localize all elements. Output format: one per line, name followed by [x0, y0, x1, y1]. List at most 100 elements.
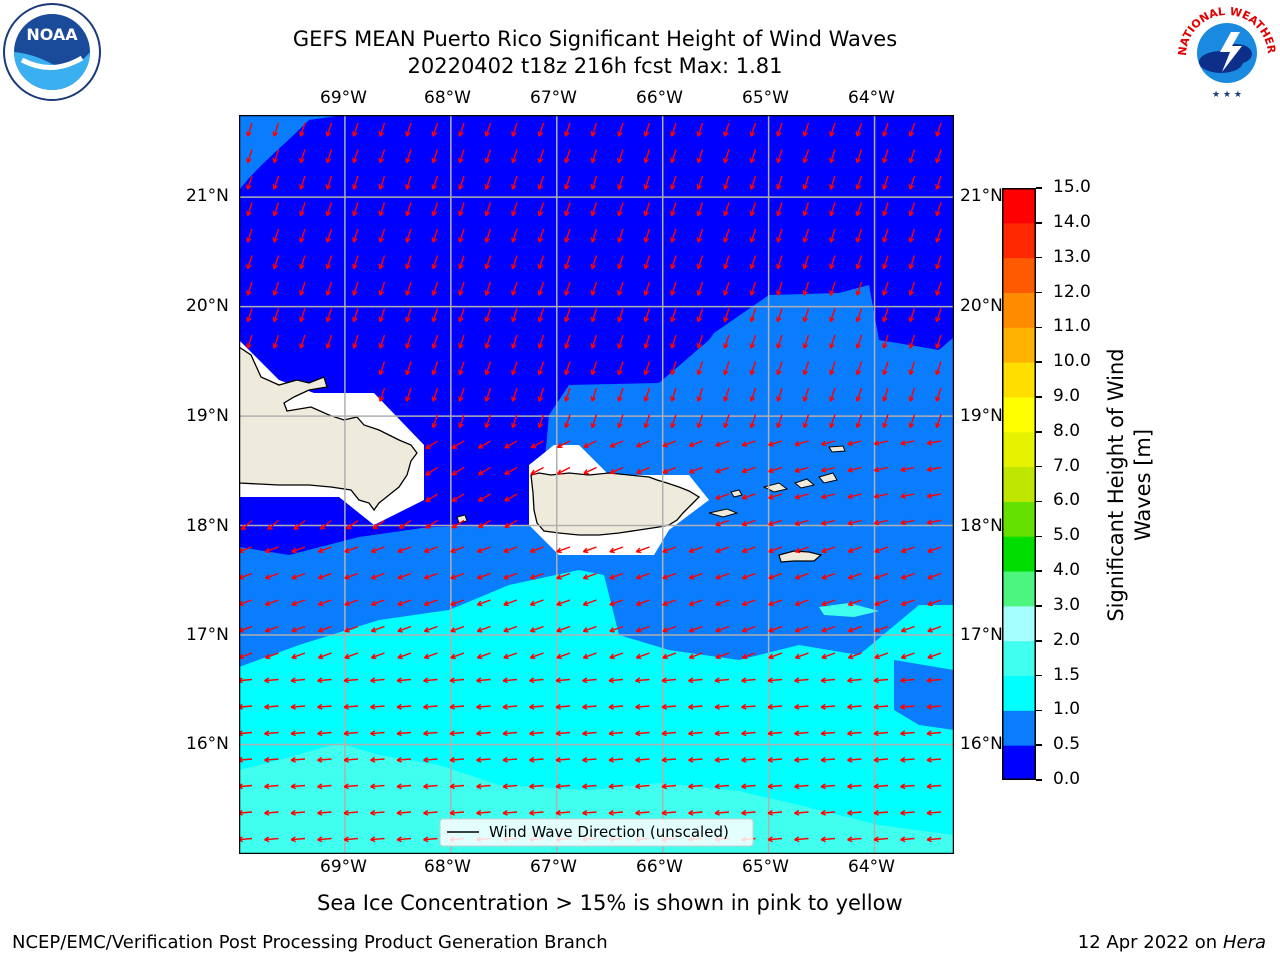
- wind-wave-arrow: [246, 202, 253, 217]
- wind-wave-arrow: [397, 599, 412, 607]
- wind-wave-arrow: [608, 783, 624, 790]
- wind-wave-arrow: [423, 677, 438, 684]
- wind-wave-arrow: [405, 202, 412, 217]
- colorbar-tick-label: 4.0: [1053, 560, 1081, 581]
- wind-wave-arrow: [458, 122, 465, 137]
- wind-wave-arrow: [776, 281, 783, 296]
- wind-wave-arrow: [847, 440, 862, 447]
- wind-wave-arrow: [511, 387, 518, 402]
- wind-wave-arrow: [529, 652, 544, 660]
- lat-label-right-16: 16°N: [960, 734, 1003, 754]
- wind-wave-arrow: [900, 466, 915, 473]
- wind-wave-arrow: [378, 255, 386, 270]
- wind-wave-arrow: [476, 809, 491, 816]
- lat-label-right-20: 20°N: [960, 296, 1003, 316]
- wind-wave-arrow: [511, 334, 518, 349]
- wind-wave-arrow: [908, 334, 916, 349]
- wind-wave-arrow: [344, 625, 359, 633]
- colorbar-band-7: [1002, 501, 1036, 537]
- wind-wave-arrow: [405, 122, 412, 137]
- wind-wave-arrow: [696, 387, 704, 402]
- wind-wave-arrow: [715, 572, 730, 580]
- wind-wave-arrow: [511, 122, 518, 137]
- wind-wave-arrow: [291, 599, 306, 607]
- wind-wave-arrow: [317, 599, 332, 607]
- wind-wave-arrow: [503, 546, 518, 554]
- wind-wave-arrow: [556, 572, 571, 580]
- wind-wave-arrow: [449, 730, 465, 737]
- wind-wave-arrow: [272, 149, 280, 164]
- wind-wave-arrow: [926, 703, 942, 710]
- wind-wave-arrow: [829, 255, 836, 270]
- wind-wave-arrow: [908, 255, 916, 270]
- colorbar-band-10: [1002, 396, 1036, 433]
- wind-wave-vectors: [239, 122, 942, 843]
- colorbar-band-12: [1002, 327, 1036, 363]
- colorbar-label-line-2: Waves [m]: [1131, 428, 1155, 542]
- wind-wave-arrow: [696, 414, 704, 429]
- wind-wave-arrow: [794, 677, 809, 684]
- wind-wave-arrow: [317, 730, 332, 737]
- wind-wave-arrow: [502, 756, 518, 763]
- lat-label-left-19: 19°N: [186, 406, 229, 426]
- wind-wave-arrow: [537, 122, 545, 137]
- wind-wave-arrow: [290, 836, 306, 843]
- wind-wave-arrow: [590, 149, 598, 164]
- wind-wave-arrow: [776, 414, 783, 429]
- colorbar-tick-label: 9.0: [1053, 385, 1081, 406]
- wind-wave-arrow: [688, 625, 703, 633]
- wind-wave-arrow: [855, 308, 863, 323]
- footer-branch: NCEP/EMC/Verification Post Processing Pr…: [12, 932, 608, 953]
- colorbar-tick-mark: [1036, 674, 1042, 677]
- wind-wave-arrow: [564, 308, 571, 323]
- colorbar-tick-mark: [1036, 605, 1042, 607]
- wind-wave-arrow: [352, 175, 359, 190]
- colorbar-band-8: [1002, 466, 1036, 502]
- colorbar-tick-label: 5.0: [1053, 525, 1081, 546]
- wind-wave-arrow: [431, 175, 439, 190]
- lon-label-top-69: 69°W: [320, 88, 367, 108]
- wave-band-1.5-2.0: [239, 743, 954, 854]
- wind-wave-arrow: [670, 414, 677, 429]
- wind-wave-arrow: [477, 493, 491, 502]
- wind-wave-arrow: [882, 281, 889, 296]
- wind-wave-arrow: [343, 809, 359, 816]
- wind-wave-arrow: [451, 493, 465, 502]
- wind-wave-arrow: [794, 730, 809, 737]
- colorbar-band-13: [1002, 292, 1036, 328]
- wind-wave-arrow: [397, 572, 412, 580]
- lon-label-bottom-65: 65°W: [742, 857, 789, 877]
- wind-wave-arrow: [617, 175, 624, 190]
- wind-wave-arrow: [343, 677, 359, 684]
- wind-wave-arrow: [908, 228, 916, 243]
- wind-wave-arrow: [688, 809, 703, 816]
- wind-wave-arrow: [458, 308, 465, 323]
- noaa-logo-icon: NOAA: [3, 3, 101, 101]
- wind-wave-arrow: [449, 756, 465, 763]
- wind-wave-arrow: [511, 175, 518, 190]
- wind-wave-arrow: [511, 149, 518, 164]
- wind-wave-arrow: [405, 228, 412, 243]
- wind-wave-arrow: [767, 677, 783, 684]
- wind-wave-arrow: [529, 572, 544, 580]
- wind-wave-arrow: [608, 809, 624, 816]
- wind-wave-arrow: [855, 228, 863, 243]
- wind-wave-arrow: [450, 625, 465, 633]
- wind-wave-arrow: [847, 546, 862, 554]
- wind-wave-arrow: [370, 730, 385, 737]
- colorbar-tick-mark: [1036, 744, 1042, 746]
- wind-wave-arrow: [564, 281, 571, 296]
- wind-wave-arrow: [768, 625, 783, 633]
- wind-wave-arrow: [582, 756, 597, 763]
- wind-wave-arrow: [246, 281, 253, 296]
- wind-wave-arrow: [582, 625, 597, 633]
- wind-wave-arrow: [537, 361, 545, 376]
- wind-wave-arrow: [290, 756, 306, 763]
- wind-wave-arrow: [423, 625, 438, 633]
- wind-wave-arrow: [643, 149, 651, 164]
- wave-band-0.5-1.0: [239, 115, 344, 190]
- wind-wave-arrow: [564, 202, 571, 217]
- wind-wave-arrow: [873, 836, 889, 843]
- wind-wave-arrow: [325, 202, 333, 217]
- wind-wave-arrow: [590, 361, 598, 376]
